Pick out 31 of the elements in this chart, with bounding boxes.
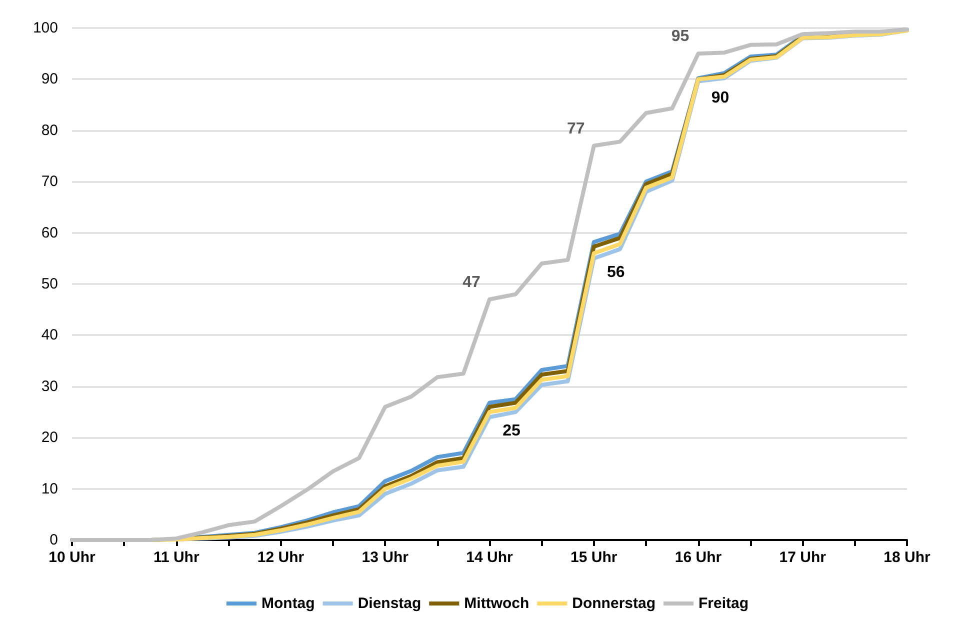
y-tick-label: 70 (41, 173, 58, 190)
legend-label: Freitag (698, 595, 749, 612)
data-label: 95 (671, 28, 690, 46)
data-label: 90 (711, 90, 730, 107)
x-tick-label: 12 Uhr (257, 549, 304, 566)
x-tick-label: 11 Uhr (153, 549, 200, 566)
y-tick-label: 0 (50, 532, 58, 548)
x-tick-label: 14 Uhr (466, 549, 514, 566)
y-tick-label: 30 (41, 378, 58, 395)
x-tick-label: 13 Uhr (362, 549, 409, 566)
x-tick-label: 17 Uhr (779, 549, 826, 566)
y-tick-label: 20 (41, 429, 58, 446)
data-label: 25 (502, 422, 520, 440)
y-tick-label: 10 (41, 480, 58, 498)
y-tick-label: 90 (41, 70, 58, 88)
y-tick-label: 50 (41, 276, 58, 292)
legend-label: Mittwoch (464, 595, 530, 612)
data-label: 77 (566, 120, 585, 138)
legend-label: Montag (261, 595, 315, 612)
data-label: 56 (606, 264, 625, 281)
y-tick-label: 100 (32, 20, 58, 36)
y-tick-label: 60 (41, 224, 58, 242)
legend-label: Donnerstag (572, 595, 656, 612)
data-label: 47 (462, 274, 480, 291)
x-tick-label: 10 Uhr (48, 549, 96, 566)
y-tick-label: 40 (41, 326, 58, 344)
y-tick-label: 80 (41, 122, 58, 139)
x-tick-label: 16 Uhr (674, 549, 722, 566)
legend-label: Dienstag (358, 595, 422, 612)
x-tick-label: 18 Uhr (884, 549, 931, 566)
x-tick-label: 15 Uhr (570, 549, 618, 566)
